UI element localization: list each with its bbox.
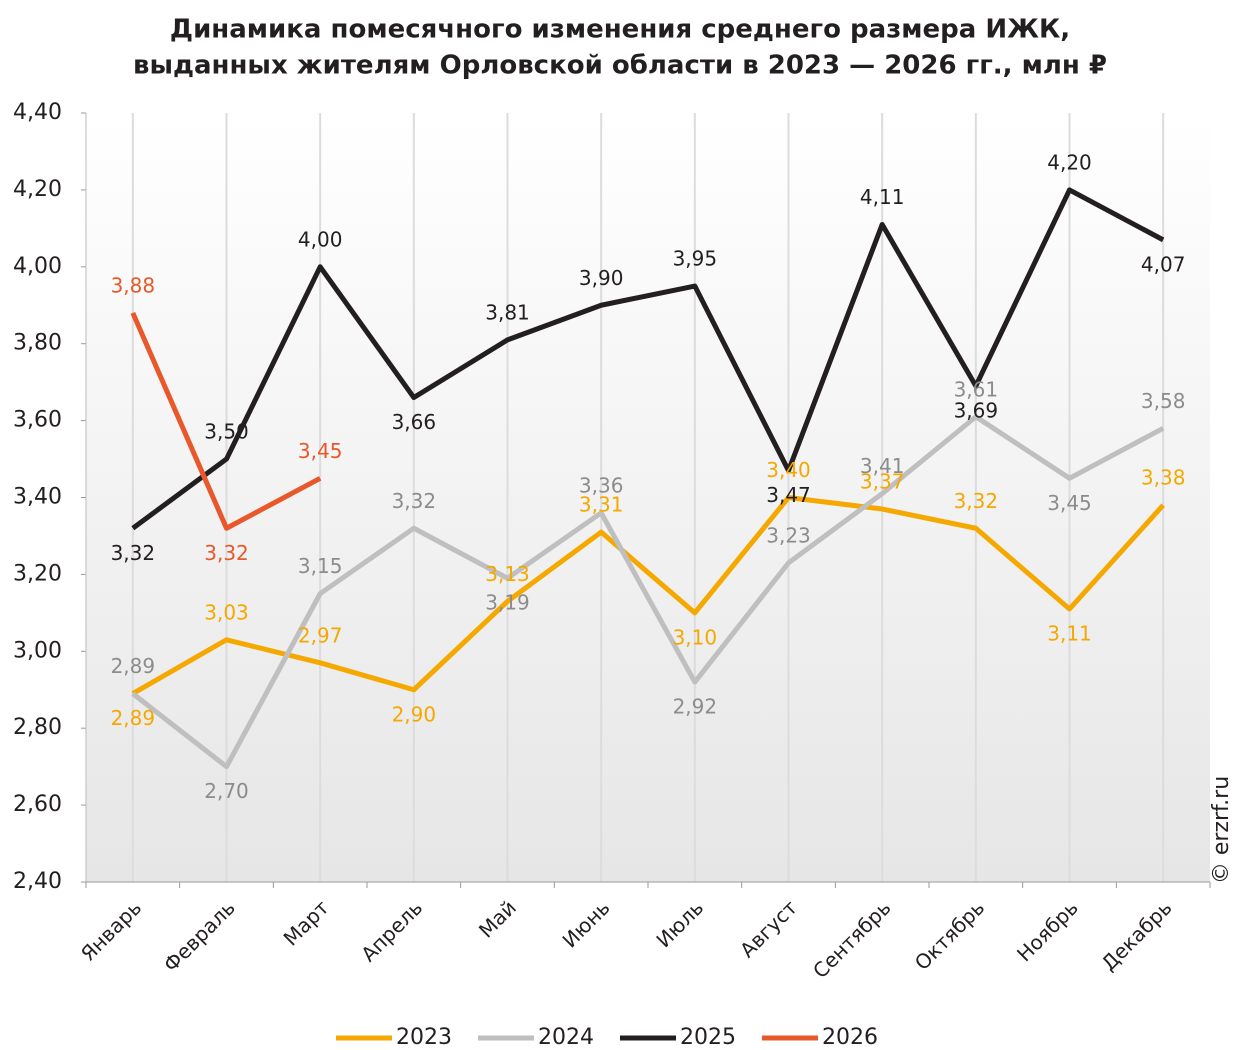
y-tick-label: 2,80	[13, 715, 62, 740]
series-line	[131, 495, 1166, 696]
data-label: 3,03	[204, 600, 249, 624]
x-tick-label: Январь	[76, 895, 146, 965]
data-label: 2,92	[673, 695, 718, 719]
x-tick-label: Июль	[651, 895, 708, 952]
data-label: 3,69	[954, 398, 999, 422]
data-label: 3,11	[1047, 622, 1092, 646]
data-label: 3,23	[766, 523, 811, 547]
plot-background	[86, 113, 1210, 882]
y-tick-label: 4,40	[13, 100, 62, 125]
data-label: 3,41	[860, 454, 905, 478]
x-tick-label: Май	[474, 895, 521, 942]
y-tick-label: 3,20	[13, 561, 62, 586]
y-tick-label: 2,40	[13, 869, 62, 894]
series-line	[130, 311, 322, 531]
y-tick-label: 3,80	[13, 331, 62, 356]
legend-label: 2023	[396, 1025, 452, 1050]
x-tick-label: Июнь	[558, 895, 615, 952]
y-tick-label: 2,60	[13, 792, 62, 817]
y-tick-label: 3,00	[13, 638, 62, 663]
data-label: 3,37	[860, 470, 905, 494]
data-label: 3,32	[954, 489, 999, 513]
series-line	[131, 187, 1165, 531]
y-tick-label: 4,20	[13, 177, 62, 202]
data-label: 3,32	[392, 489, 437, 513]
y-tick-label: 4,00	[13, 254, 62, 279]
x-tick-label: Апрель	[356, 895, 427, 966]
data-label: 3,19	[485, 591, 530, 615]
y-tick-label: 3,60	[13, 408, 62, 433]
data-label: 3,32	[204, 541, 249, 565]
legend-label: 2026	[822, 1025, 878, 1050]
data-label: 3,50	[204, 420, 249, 444]
data-label: 3,15	[298, 554, 343, 578]
watermark: © erzrf.ru	[1209, 776, 1234, 884]
data-label: 3,61	[954, 377, 999, 401]
data-label: 3,45	[298, 439, 343, 463]
data-label: 2,90	[392, 702, 437, 726]
data-label: 4,11	[860, 185, 905, 209]
data-label: 3,95	[673, 247, 718, 271]
chart-title: выданных жителям Орловской области в 202…	[133, 51, 1107, 81]
data-label: 3,32	[111, 541, 156, 565]
data-label: 2,89	[111, 654, 156, 678]
x-tick-label: Сентябрь	[808, 895, 896, 983]
legend-label: 2024	[538, 1025, 594, 1050]
x-tick-label: Март	[279, 895, 334, 950]
data-label: 3,45	[1047, 491, 1092, 515]
data-label: 3,10	[673, 625, 718, 649]
legend-label: 2025	[680, 1025, 736, 1050]
data-label: 3,38	[1141, 466, 1186, 490]
x-tick-label: Октябрь	[910, 895, 989, 974]
data-label: 3,58	[1141, 389, 1186, 413]
data-label: 3,88	[111, 273, 156, 297]
data-label: 4,00	[298, 227, 343, 251]
x-tick-label: Декабрь	[1097, 895, 1177, 975]
data-label: 2,89	[111, 706, 156, 730]
chart-title: Динамика помесячного изменения среднего …	[170, 15, 1070, 45]
data-label: 3,40	[766, 458, 811, 482]
data-label: 3,66	[392, 410, 437, 434]
x-tick-label: Февраль	[159, 895, 240, 976]
x-tick-label: Август	[735, 895, 802, 962]
data-label: 3,13	[485, 562, 530, 586]
data-label: 3,47	[766, 483, 811, 507]
y-tick-label: 3,40	[13, 485, 62, 510]
x-tick-label: Ноябрь	[1012, 895, 1083, 966]
series-line	[131, 414, 1165, 770]
data-label: 3,81	[485, 300, 530, 324]
data-label: 4,20	[1047, 150, 1092, 174]
data-label: 3,90	[579, 266, 624, 290]
data-label: 3,36	[579, 473, 624, 497]
data-label: 4,07	[1141, 252, 1186, 276]
data-label: 2,70	[204, 779, 249, 803]
data-label: 3,31	[579, 493, 624, 517]
data-label: 2,97	[298, 623, 343, 647]
